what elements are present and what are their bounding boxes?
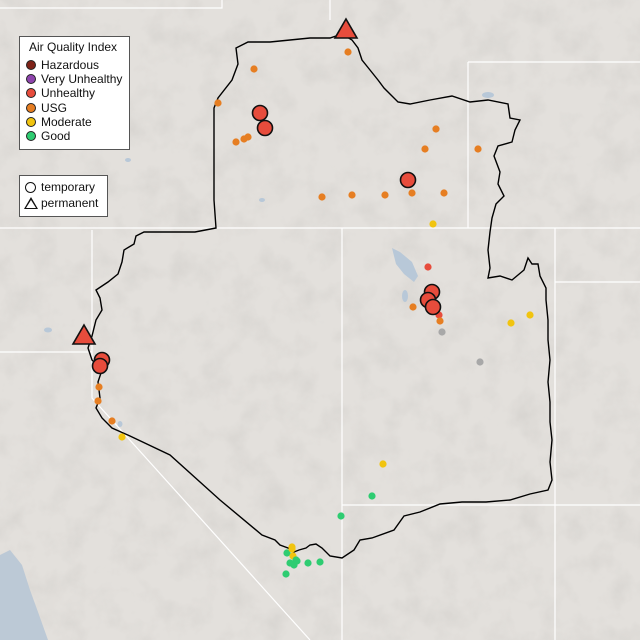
unhealthy-swatch bbox=[26, 88, 36, 98]
temporary-monitor-unhealthy[interactable] bbox=[424, 298, 442, 316]
temporary-monitor-point[interactable] bbox=[282, 570, 290, 578]
temporary-monitor-point[interactable] bbox=[293, 557, 301, 565]
legend-title: Air Quality Index bbox=[29, 40, 118, 54]
temporary-monitor-point[interactable] bbox=[368, 492, 376, 500]
region-boundary bbox=[87, 33, 553, 559]
circle-icon bbox=[25, 182, 36, 193]
temporary-monitor-unhealthy[interactable] bbox=[399, 171, 417, 189]
temporary-monitor-point[interactable] bbox=[379, 460, 387, 468]
temporary-monitor-point[interactable] bbox=[316, 558, 324, 566]
hazardous-swatch bbox=[26, 60, 36, 70]
temporary-monitor-point[interactable] bbox=[250, 65, 258, 73]
temporary-monitor-point[interactable] bbox=[244, 133, 252, 141]
permanent-monitor-unhealthy[interactable] bbox=[71, 323, 97, 345]
temporary-monitor-point[interactable] bbox=[409, 303, 417, 311]
permanent-monitor-unhealthy[interactable] bbox=[333, 17, 359, 39]
temporary-monitor-unhealthy[interactable] bbox=[91, 357, 109, 375]
temporary-monitor-point[interactable] bbox=[438, 328, 446, 336]
aqi-legend: Air Quality Index Hazardous Very Unhealt… bbox=[19, 36, 130, 150]
legend-label: Moderate bbox=[41, 115, 92, 129]
triangle-icon bbox=[24, 197, 38, 209]
temporary-monitor-point[interactable] bbox=[526, 311, 534, 319]
monitor-type-legend: temporary permanent bbox=[19, 175, 108, 217]
temporary-monitor-point[interactable] bbox=[318, 193, 326, 201]
temporary-monitor-point[interactable] bbox=[232, 138, 240, 146]
temporary-monitor-point[interactable] bbox=[424, 263, 432, 271]
temporary-monitor-point[interactable] bbox=[337, 512, 345, 520]
legend-label: Unhealthy bbox=[41, 86, 96, 100]
temporary-monitor-point[interactable] bbox=[507, 319, 515, 327]
temporary-monitor-point[interactable] bbox=[118, 433, 126, 441]
temporary-monitor-unhealthy[interactable] bbox=[256, 119, 274, 137]
temporary-monitor-point[interactable] bbox=[348, 191, 356, 199]
temporary-monitor-point[interactable] bbox=[214, 99, 222, 107]
temporary-monitor-point[interactable] bbox=[94, 397, 102, 405]
good-swatch bbox=[26, 131, 36, 141]
temporary-monitor-unhealthy[interactable] bbox=[251, 104, 269, 122]
temporary-monitor-point[interactable] bbox=[421, 145, 429, 153]
temporary-monitor-point[interactable] bbox=[440, 189, 448, 197]
temporary-monitor-point[interactable] bbox=[476, 358, 484, 366]
temporary-monitor-point[interactable] bbox=[344, 48, 352, 56]
legend-label: Hazardous bbox=[41, 58, 100, 72]
very-unhealthy-swatch bbox=[26, 74, 36, 84]
temporary-monitor-point[interactable] bbox=[436, 317, 444, 325]
temporary-monitor-point[interactable] bbox=[108, 417, 116, 425]
monitor-markers bbox=[71, 17, 534, 578]
pacific-ocean bbox=[0, 550, 48, 640]
temporary-monitor-point[interactable] bbox=[474, 145, 482, 153]
legend-label: permanent bbox=[41, 196, 99, 210]
temporary-monitor-point[interactable] bbox=[429, 220, 437, 228]
moderate-swatch bbox=[26, 117, 36, 127]
temporary-monitor-point[interactable] bbox=[95, 383, 103, 391]
legend-label: USG bbox=[41, 101, 68, 115]
legend-label: Very Unhealthy bbox=[41, 72, 123, 86]
temporary-monitor-point[interactable] bbox=[304, 559, 312, 567]
temporary-monitor-point[interactable] bbox=[408, 189, 416, 197]
usg-swatch bbox=[26, 103, 36, 113]
temporary-monitor-point[interactable] bbox=[381, 191, 389, 199]
temporary-monitor-point[interactable] bbox=[432, 125, 440, 133]
temporary-monitor-point[interactable] bbox=[283, 549, 291, 557]
temporary-monitor-point[interactable] bbox=[288, 545, 296, 553]
legend-label: temporary bbox=[41, 180, 96, 194]
legend-label: Good bbox=[41, 129, 71, 143]
